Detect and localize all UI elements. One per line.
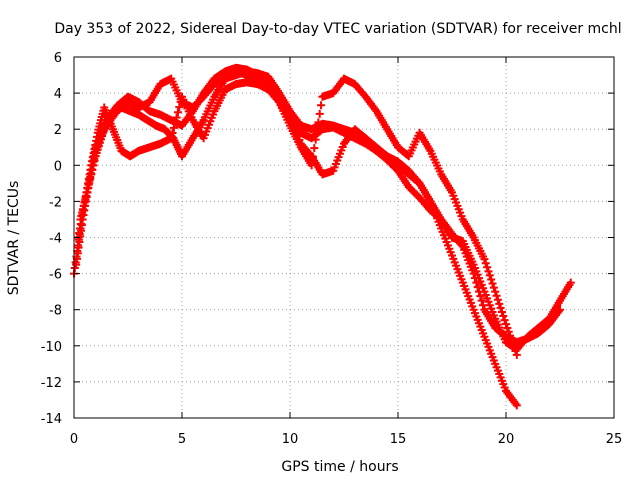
data-point <box>566 278 575 287</box>
x-tick-label: 0 <box>70 432 78 447</box>
data-point <box>493 295 502 304</box>
x-tick-label: 10 <box>282 432 299 447</box>
data-point <box>502 320 510 329</box>
chart-title: Day 353 of 2022, Sidereal Day-to-day VTE… <box>54 21 621 37</box>
data-point <box>499 312 508 321</box>
data-point <box>86 174 95 183</box>
y-tick-label: -14 <box>41 412 62 427</box>
data-point <box>476 292 485 301</box>
data-point <box>88 165 97 174</box>
data-point <box>503 323 512 332</box>
data-point <box>479 301 488 310</box>
data-point <box>317 101 326 110</box>
data-point <box>480 255 489 264</box>
y-tick-label: 2 <box>54 123 62 138</box>
y-tick-label: 6 <box>54 51 62 66</box>
data-point <box>485 271 494 280</box>
x-tick-label: 20 <box>498 432 515 447</box>
data-point <box>488 279 497 288</box>
data-point <box>314 118 323 127</box>
data-point <box>313 127 321 136</box>
y-tick-label: 4 <box>54 87 62 102</box>
series-track-3 <box>74 74 521 359</box>
data-point <box>171 118 180 127</box>
data-point <box>556 305 564 314</box>
data-point <box>473 283 482 292</box>
y-tick-label: -6 <box>49 268 62 283</box>
data-point <box>172 113 181 122</box>
data-point <box>492 291 501 300</box>
data-point <box>89 161 98 170</box>
data-point <box>496 303 505 312</box>
y-tick-label: -12 <box>41 376 62 391</box>
data-point <box>175 103 184 112</box>
axis-ticks: 0 5 10 15 20 25 -14 -12 -10 -8 -6 -4 -2 0 2 4 6 <box>41 51 623 447</box>
data-point <box>487 275 496 284</box>
x-axis-label: GPS time / hours <box>281 459 398 475</box>
data-point <box>491 287 500 296</box>
data-point <box>84 183 93 192</box>
data-point <box>512 401 521 410</box>
data-point <box>489 283 498 292</box>
data-point <box>511 346 520 355</box>
data-point <box>469 269 478 278</box>
y-axis-label: SDTVAR / TECUs <box>6 181 22 296</box>
data-point <box>484 267 493 276</box>
data-point <box>500 316 509 325</box>
data-point <box>85 179 94 188</box>
data-point <box>497 307 506 316</box>
data-point <box>495 299 504 308</box>
data-point <box>315 109 324 118</box>
data-point <box>173 108 182 117</box>
data-point <box>311 135 320 144</box>
data-point <box>470 274 479 283</box>
y-tick-label: -4 <box>49 232 62 247</box>
y-tick-label: -2 <box>49 195 62 210</box>
data-point <box>90 156 99 165</box>
data-points <box>70 63 575 410</box>
y-tick-label: -8 <box>49 304 62 319</box>
y-tick-label: 0 <box>54 159 62 174</box>
x-tick-label: 25 <box>606 432 623 447</box>
data-point <box>477 296 486 305</box>
data-point <box>512 350 521 359</box>
series-track-4 <box>76 67 564 347</box>
x-tick-label: 5 <box>178 432 186 447</box>
data-point <box>475 287 483 296</box>
x-tick-label: 15 <box>390 432 407 447</box>
data-point <box>310 144 319 153</box>
data-point <box>472 278 481 287</box>
y-tick-label: -10 <box>41 340 62 355</box>
data-point <box>169 123 178 132</box>
data-point <box>481 259 490 268</box>
data-point <box>82 188 91 197</box>
data-point <box>483 263 492 272</box>
data-point <box>457 240 466 249</box>
data-point <box>87 170 96 179</box>
